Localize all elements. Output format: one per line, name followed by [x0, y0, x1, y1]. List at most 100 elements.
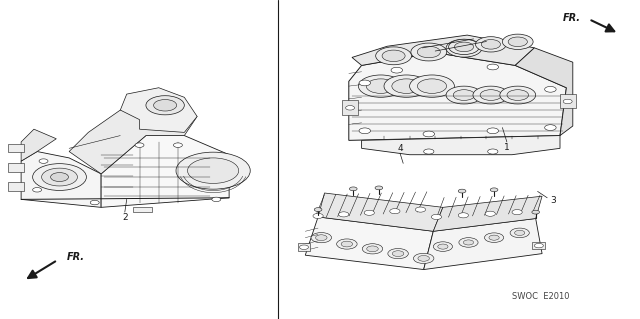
Circle shape — [563, 99, 572, 104]
Polygon shape — [21, 129, 56, 161]
Circle shape — [388, 249, 408, 259]
Circle shape — [300, 245, 308, 249]
Polygon shape — [515, 48, 573, 136]
Circle shape — [417, 46, 440, 58]
Polygon shape — [532, 242, 545, 249]
Circle shape — [417, 79, 447, 93]
Circle shape — [384, 75, 429, 97]
Circle shape — [339, 212, 349, 217]
Circle shape — [431, 214, 442, 219]
Circle shape — [376, 47, 412, 65]
Circle shape — [51, 173, 68, 182]
Text: 3: 3 — [551, 197, 556, 205]
Circle shape — [39, 159, 48, 163]
Circle shape — [392, 79, 421, 93]
Circle shape — [515, 230, 525, 235]
Bar — [8, 182, 24, 191]
Circle shape — [449, 39, 479, 55]
Circle shape — [173, 143, 182, 147]
Circle shape — [362, 244, 383, 254]
Circle shape — [508, 37, 527, 47]
Circle shape — [364, 210, 374, 215]
Circle shape — [484, 233, 504, 242]
Circle shape — [458, 213, 468, 218]
Circle shape — [42, 168, 77, 186]
Text: 2: 2 — [122, 213, 127, 222]
Text: FR.: FR. — [67, 252, 85, 262]
Polygon shape — [305, 217, 433, 270]
Circle shape — [341, 241, 353, 247]
Circle shape — [391, 67, 403, 73]
Circle shape — [212, 197, 221, 202]
Circle shape — [337, 239, 357, 249]
Circle shape — [507, 90, 529, 100]
Polygon shape — [133, 207, 152, 212]
Circle shape — [500, 86, 536, 104]
Text: 1: 1 — [504, 143, 509, 152]
Circle shape — [485, 211, 495, 216]
Circle shape — [487, 64, 499, 70]
Circle shape — [176, 152, 250, 189]
Circle shape — [545, 125, 556, 130]
Text: SWOC  E2010: SWOC E2010 — [512, 292, 570, 301]
Circle shape — [390, 209, 400, 214]
Circle shape — [446, 86, 482, 104]
Circle shape — [311, 233, 332, 243]
Polygon shape — [101, 136, 229, 207]
Circle shape — [375, 186, 383, 190]
Circle shape — [454, 42, 474, 52]
Circle shape — [534, 243, 543, 248]
Circle shape — [423, 131, 435, 137]
Circle shape — [463, 240, 474, 245]
Text: 4: 4 — [397, 144, 403, 153]
Polygon shape — [433, 196, 542, 231]
Polygon shape — [362, 136, 560, 155]
Circle shape — [367, 246, 378, 252]
Circle shape — [476, 37, 506, 52]
Circle shape — [473, 86, 509, 104]
Polygon shape — [298, 243, 310, 251]
Circle shape — [314, 208, 322, 211]
Circle shape — [489, 235, 499, 240]
Circle shape — [316, 235, 327, 241]
Circle shape — [510, 228, 529, 238]
Circle shape — [154, 100, 177, 111]
Circle shape — [512, 210, 522, 215]
Circle shape — [459, 238, 478, 247]
Polygon shape — [560, 94, 576, 108]
Bar — [8, 144, 24, 152]
Circle shape — [490, 188, 498, 192]
Circle shape — [438, 244, 448, 249]
Circle shape — [90, 200, 99, 205]
Circle shape — [488, 149, 498, 154]
Circle shape — [359, 80, 371, 86]
Circle shape — [424, 149, 434, 154]
Polygon shape — [21, 152, 101, 207]
Circle shape — [359, 128, 371, 134]
Polygon shape — [342, 100, 358, 115]
Circle shape — [146, 96, 184, 115]
Circle shape — [413, 253, 434, 263]
Circle shape — [446, 39, 482, 57]
Polygon shape — [352, 35, 534, 65]
Circle shape — [410, 75, 454, 97]
Polygon shape — [318, 193, 443, 231]
Circle shape — [349, 187, 357, 191]
Circle shape — [411, 43, 447, 61]
Circle shape — [382, 50, 405, 62]
Bar — [8, 163, 24, 172]
Circle shape — [313, 213, 323, 219]
Circle shape — [545, 86, 556, 92]
Circle shape — [452, 42, 476, 54]
Circle shape — [135, 143, 144, 147]
Circle shape — [433, 242, 452, 251]
Circle shape — [487, 128, 499, 134]
Circle shape — [33, 188, 42, 192]
Circle shape — [358, 75, 403, 97]
Circle shape — [366, 79, 396, 93]
Polygon shape — [120, 88, 197, 132]
Circle shape — [346, 106, 355, 110]
Circle shape — [481, 40, 500, 49]
Circle shape — [480, 90, 502, 100]
Circle shape — [458, 189, 466, 193]
